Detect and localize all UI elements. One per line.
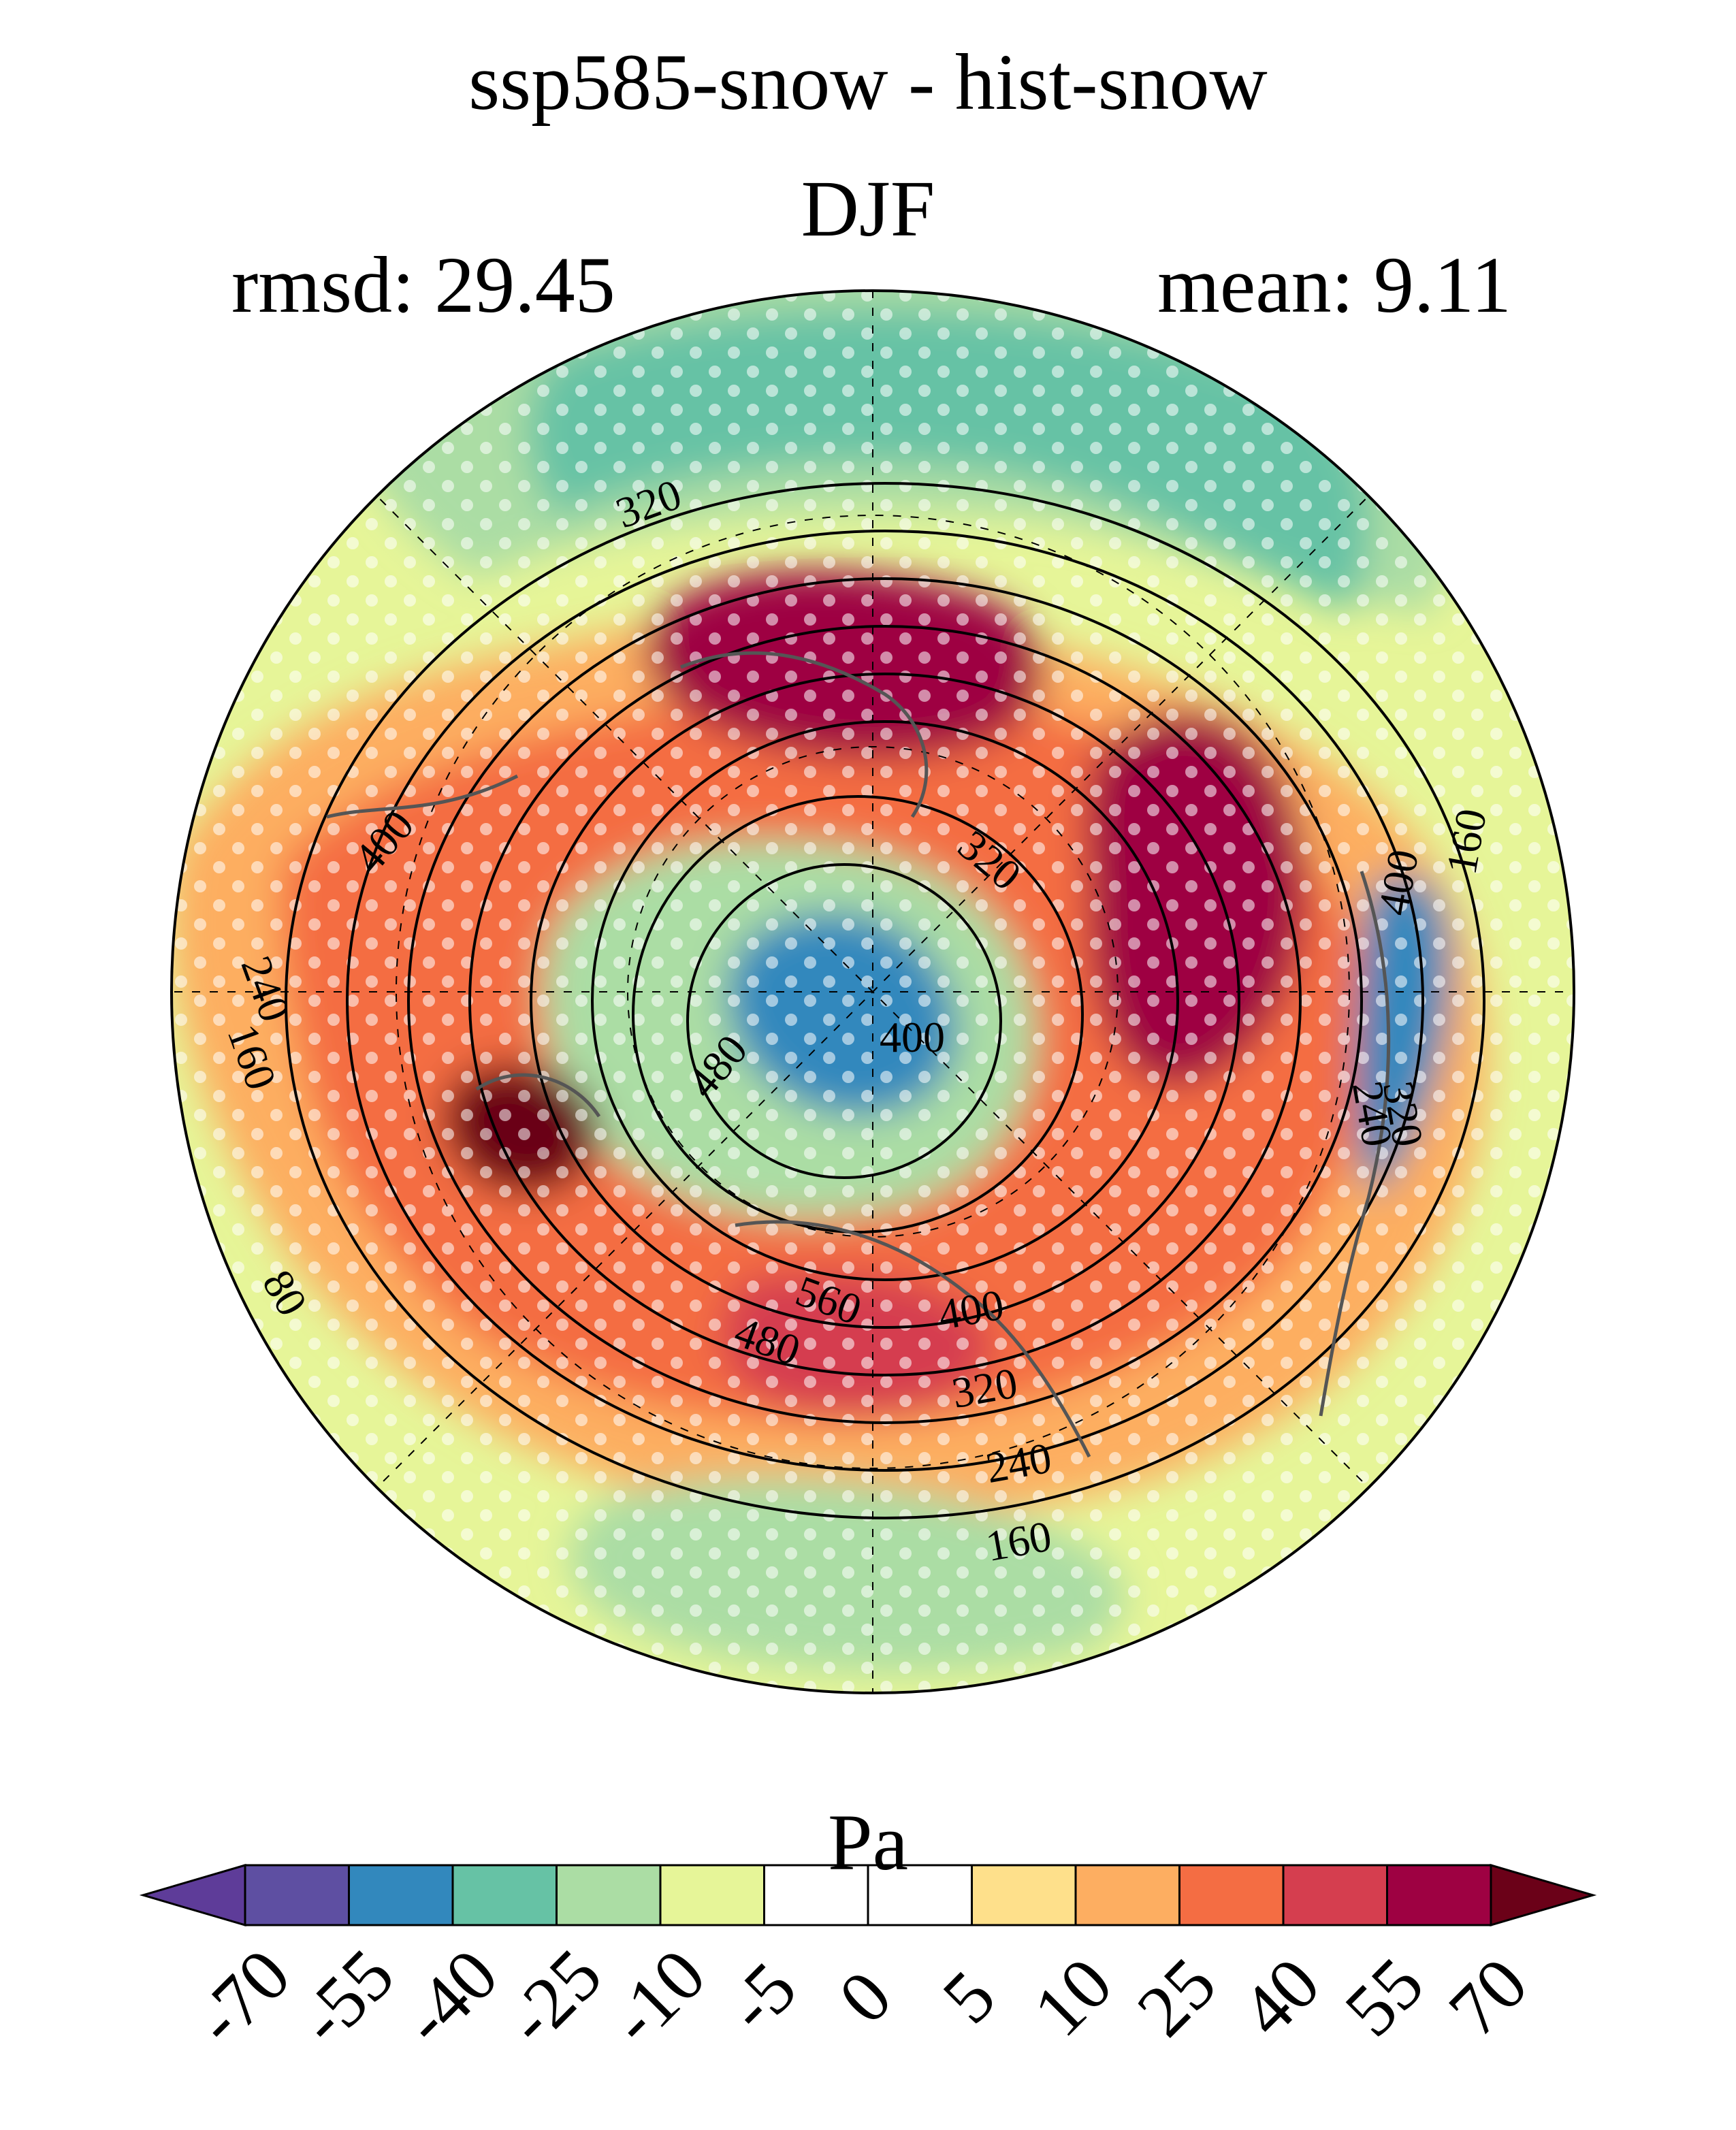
map-border	[170, 289, 1575, 1694]
colorbar-tick-label: 5	[927, 1956, 1010, 2039]
contour-label: 400	[1369, 846, 1428, 919]
colorbar-tick-label: 40	[1226, 1943, 1336, 2052]
colorbar-box	[244, 1864, 350, 1926]
colorbar-tick-label: -5	[711, 1947, 812, 2048]
contour-label: 240	[982, 1434, 1055, 1493]
colorbar-box	[556, 1864, 662, 1926]
season-label: DJF	[801, 164, 935, 253]
contour-label: 320	[948, 1359, 1021, 1418]
colorbar-tick-label: 70	[1434, 1943, 1543, 2052]
graticule	[172, 291, 1574, 1693]
contour-label: 240	[1343, 1078, 1402, 1150]
colorbar-tick-label: -70	[179, 1934, 306, 2061]
contour-label: 160	[982, 1512, 1055, 1571]
colorbar-tick-label: 0	[824, 1956, 907, 2039]
colorbar-tick-label: -55	[283, 1934, 410, 2061]
colorbar-box	[348, 1864, 454, 1926]
contour-label: 400	[935, 1280, 1008, 1340]
colorbar-tick-label: 55	[1330, 1943, 1439, 2052]
colorbar-box	[451, 1864, 558, 1926]
map-title: ssp585-snow - hist-snow	[468, 37, 1268, 127]
colorbar-tick-label: 10	[1018, 1943, 1128, 2052]
contour-label: 400	[880, 1013, 945, 1061]
coastlines	[326, 651, 1391, 1458]
mean-label: mean: 9.11	[1157, 240, 1511, 329]
contour-lines	[285, 482, 1485, 1519]
colorbar-box	[1074, 1864, 1180, 1926]
colorbar-box	[763, 1864, 869, 1926]
contour-label: 320	[1374, 1078, 1433, 1150]
colorbar-tick-label: -10	[594, 1934, 721, 2061]
rmsd-label: rmsd: 29.45	[231, 240, 615, 329]
colorbar-upper-extend	[1490, 1863, 1597, 1927]
colorbar-box	[1282, 1864, 1388, 1926]
colorbar-tick-label: 25	[1122, 1943, 1232, 2052]
colorbar-tick-label: -40	[387, 1934, 513, 2061]
contour-label: 160	[1437, 805, 1496, 878]
colorbar-units: Pa	[828, 1798, 908, 1887]
colorbar-tick-label: -25	[491, 1934, 617, 2061]
colorbar-box	[659, 1864, 765, 1926]
